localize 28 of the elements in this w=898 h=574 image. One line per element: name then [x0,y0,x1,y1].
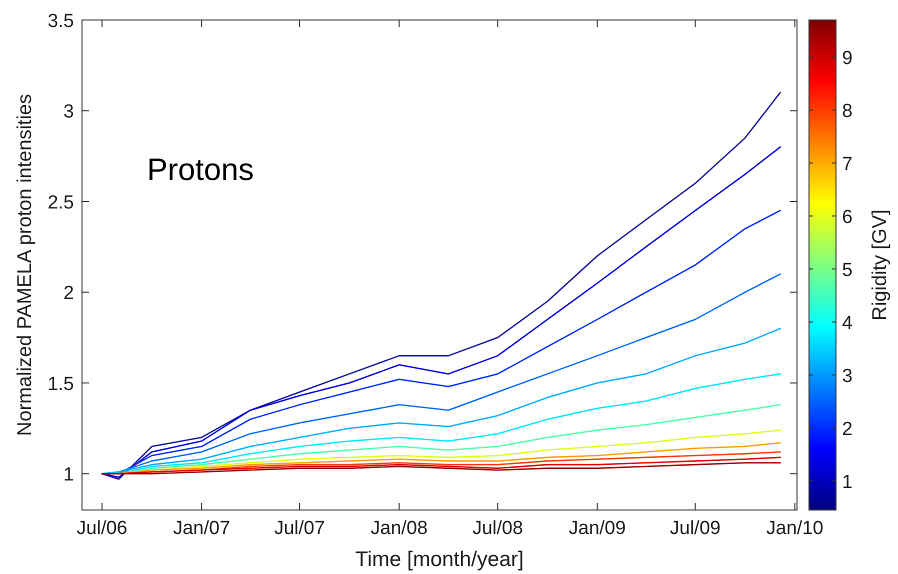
x-tick-label: Jan/08 [370,518,428,539]
color-bar-label: 6 [842,207,853,228]
x-tick-label: Jul/08 [472,518,524,539]
x-tick-label: Jan/07 [173,518,230,539]
color-bar-label: 2 [842,418,853,440]
x-tick-label: Jul/06 [76,518,128,539]
y-tick-label: 2 [63,283,74,304]
x-tick-label: Jan/10 [766,518,824,539]
color-bar-title: Rigidity [GV] [869,209,891,321]
color-bar-label: 3 [842,366,853,387]
color-bar-label: 5 [842,260,853,281]
color-bar-label: 1 [842,472,853,493]
color-bar-label: 4 [842,312,853,334]
y-tick-label: 1.5 [48,374,74,395]
color-bar-label: 7 [842,154,853,176]
y-tick-label: 1 [63,464,74,486]
x-tick-label: Jul/09 [670,518,721,539]
line-series [101,462,781,474]
y-tick-label: 2.5 [48,192,74,214]
color-bar-label: 8 [842,101,853,122]
y-tick-label: 3 [63,102,74,123]
y-axis-title: Normalized PAMELA proton intensities [14,94,36,436]
x-axis-title: Time [month/year] [355,548,524,571]
annotation: Protons [147,152,254,187]
x-tick-label: Jan/09 [568,518,626,539]
color-bar-label: 9 [842,48,853,70]
x-tick-label: Jul/07 [274,518,325,539]
y-tick-label: 3.5 [48,11,74,32]
